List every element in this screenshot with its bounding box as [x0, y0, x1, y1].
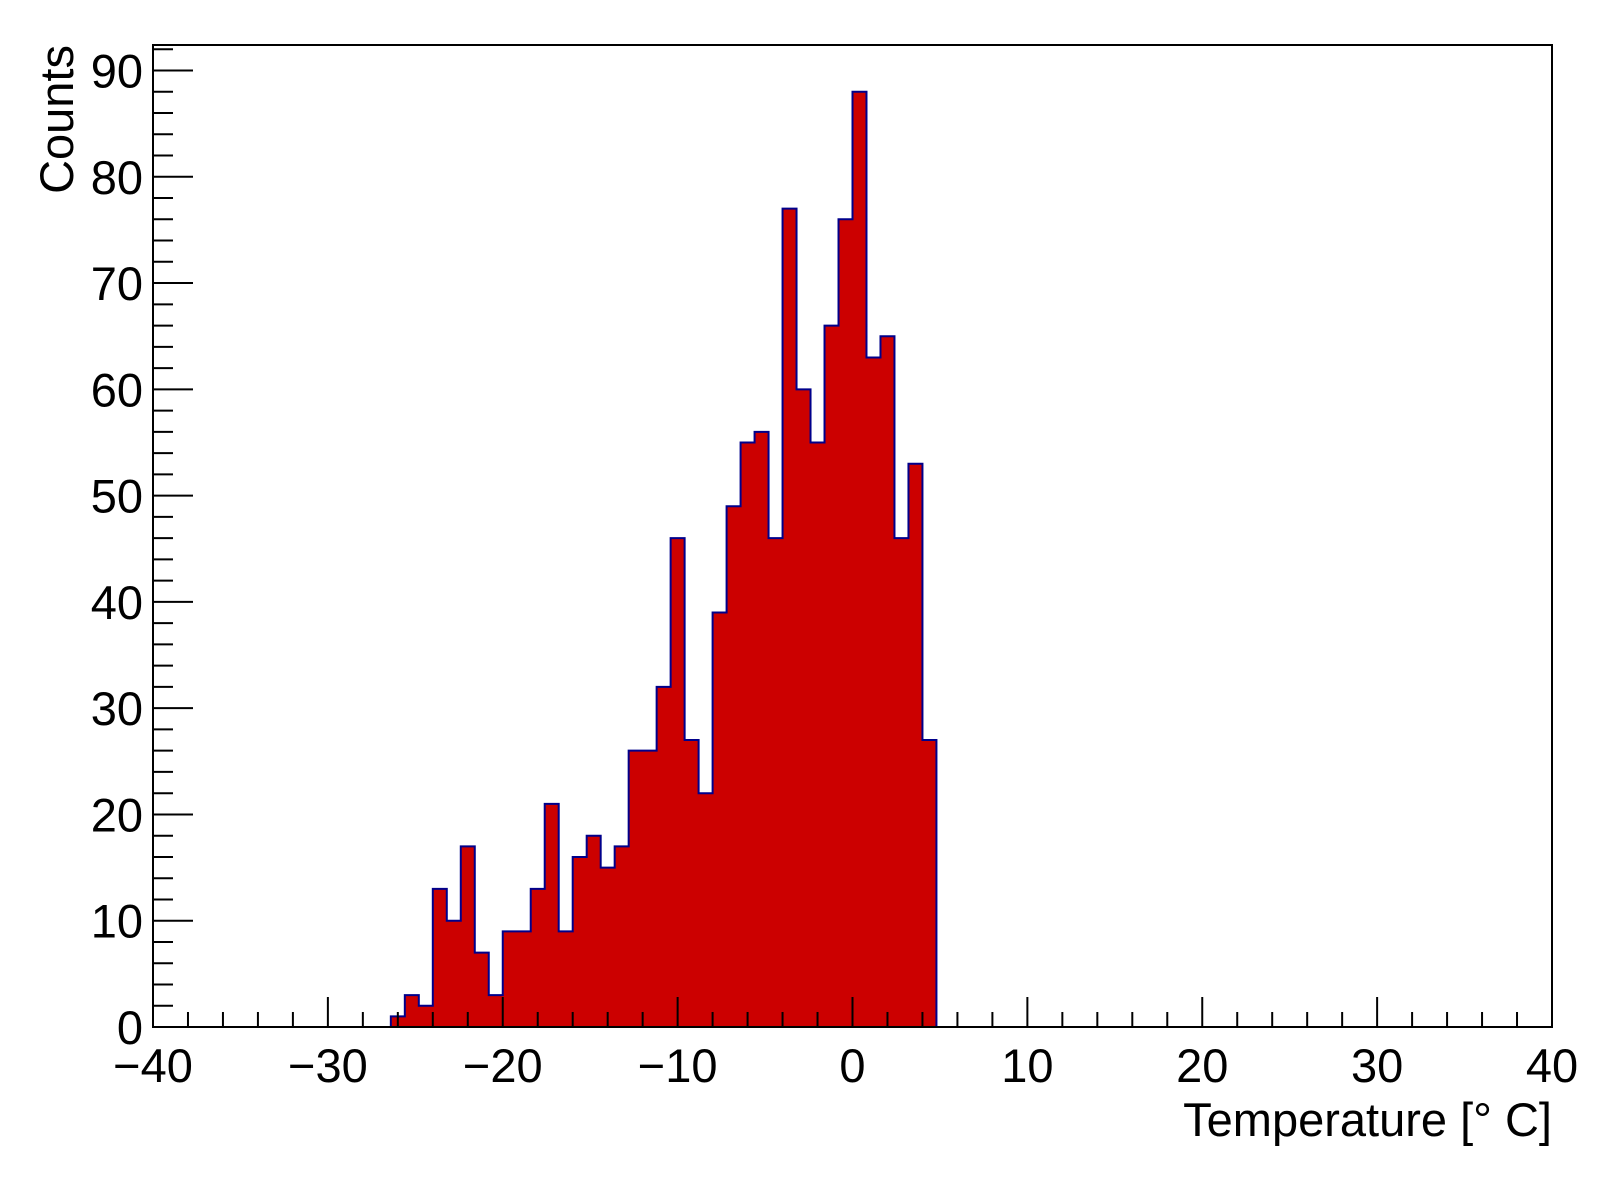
- histogram-bin: [670, 538, 686, 1027]
- histogram-bin: [656, 686, 672, 1027]
- x-tick-label: 10: [1001, 1039, 1053, 1092]
- histogram-bin: [768, 538, 784, 1027]
- histogram-bin: [446, 920, 462, 1027]
- y-tick-label: 90: [91, 45, 143, 98]
- y-tick-label: 0: [117, 1001, 143, 1054]
- histogram-bin: [824, 325, 840, 1028]
- x-tick-label: 40: [1526, 1039, 1578, 1092]
- x-tick-label: 20: [1176, 1039, 1228, 1092]
- histogram-bin: [530, 888, 546, 1027]
- histogram-bin: [432, 888, 448, 1027]
- histogram-bin: [684, 740, 700, 1027]
- x-axis-ticks: [152, 997, 1553, 1027]
- y-tick-label: 60: [91, 363, 143, 416]
- histogram-bin: [572, 856, 588, 1027]
- histogram-bin: [586, 835, 602, 1027]
- x-axis-title: Temperature [° C]: [1183, 1093, 1552, 1146]
- y-axis-ticks: [153, 48, 193, 1028]
- y-tick-label: 10: [91, 895, 143, 948]
- histogram-bin: [908, 463, 924, 1028]
- histogram-bin: [404, 995, 420, 1027]
- histogram-bin: [460, 846, 476, 1027]
- x-axis-tick-labels: −40 −30 −20 −10 0 10 20 30 40: [113, 1039, 1578, 1092]
- histogram-outline: [389, 90, 938, 1027]
- histogram-bin: [642, 750, 658, 1027]
- histogram-bin: [726, 506, 742, 1027]
- y-tick-label: 40: [91, 576, 143, 629]
- histogram-bars: [390, 91, 938, 1028]
- x-tick-label: −40: [113, 1039, 193, 1092]
- histogram-bin: [866, 357, 882, 1027]
- histogram-bin: [502, 931, 518, 1027]
- x-tick-label: −30: [288, 1039, 368, 1092]
- histogram-bin: [852, 91, 868, 1027]
- histogram-bin: [474, 952, 490, 1027]
- y-axis-title: Counts: [30, 45, 83, 194]
- histogram-bin: [782, 208, 798, 1027]
- histogram-bin: [838, 219, 854, 1027]
- y-tick-label: 80: [91, 151, 143, 204]
- y-tick-label: 20: [91, 788, 143, 841]
- histogram-bin: [558, 931, 574, 1027]
- histogram-bin: [922, 740, 938, 1027]
- histogram-bin: [740, 442, 756, 1027]
- y-tick-label: 50: [91, 470, 143, 523]
- histogram-bin: [810, 442, 826, 1027]
- x-tick-label: −20: [463, 1039, 543, 1092]
- histogram-bin: [516, 931, 532, 1027]
- histogram-bin: [880, 336, 896, 1028]
- histogram-bin: [894, 538, 910, 1027]
- x-tick-label: 30: [1351, 1039, 1403, 1092]
- x-tick-label: 0: [839, 1039, 865, 1092]
- x-tick-label: −10: [638, 1039, 718, 1092]
- histogram-bin: [628, 750, 644, 1027]
- y-tick-label: 30: [91, 682, 143, 735]
- histogram-bin: [698, 793, 714, 1027]
- histogram-bin: [614, 846, 630, 1027]
- y-axis-tick-labels: 0 10 20 30 40 50 60 70 80 90: [91, 45, 143, 1054]
- histogram-bin: [488, 995, 504, 1027]
- histogram-bin: [418, 1005, 434, 1027]
- histogram-bin: [796, 389, 812, 1028]
- histogram-bin: [712, 612, 728, 1027]
- y-tick-label: 70: [91, 257, 143, 310]
- histogram-bin: [544, 803, 560, 1027]
- histogram-bin: [600, 867, 616, 1027]
- histogram-bin: [754, 431, 770, 1027]
